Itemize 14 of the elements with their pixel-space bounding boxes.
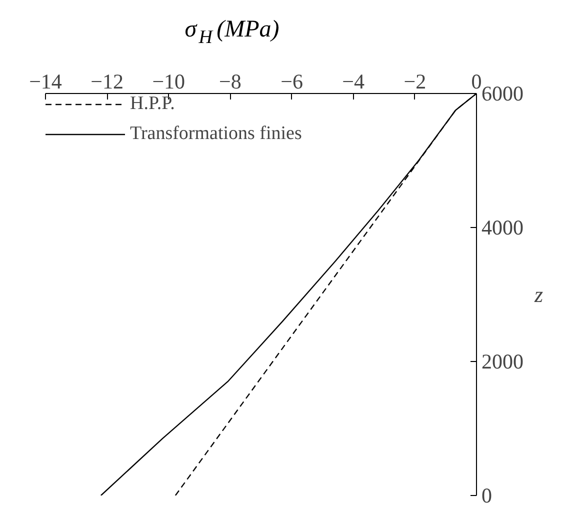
y-tick-label: 0 [482, 484, 492, 508]
x-tick-label: −2 [404, 70, 426, 94]
legend-label: Transformations finies [130, 123, 302, 145]
x-tick-label: −4 [342, 70, 366, 94]
x-tick-label: −10 [152, 70, 186, 94]
x-tick-label: −12 [90, 70, 124, 94]
y-tick-label: 4000 [482, 216, 524, 240]
y-tick-label: 6000 [482, 82, 524, 106]
legend-label: H.P.P. [130, 93, 175, 115]
x-tick-label: −14 [29, 70, 62, 94]
y-axis-title: z [534, 282, 544, 307]
x-tick-label: −6 [280, 70, 303, 94]
y-tick-label: 2000 [482, 350, 524, 374]
x-tick-label: −8 [219, 70, 242, 94]
